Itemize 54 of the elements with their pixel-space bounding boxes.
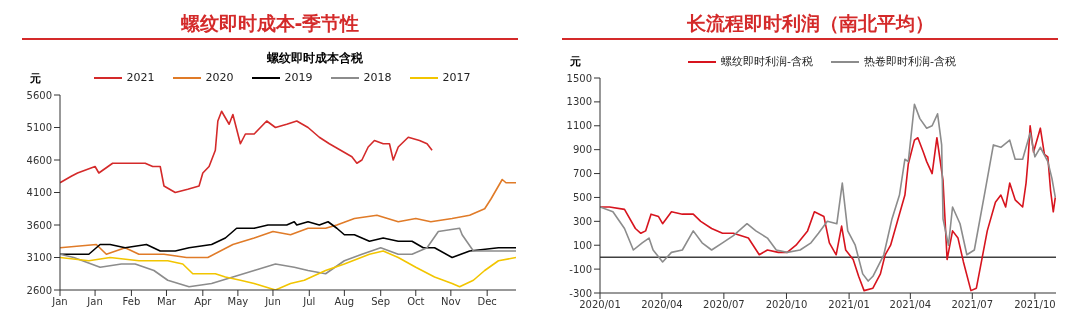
x-tick-label: Oct (407, 296, 425, 308)
y-tick-label: 300 (572, 215, 592, 227)
x-tick-label: 2020/01 (579, 299, 621, 311)
x-tick-label: Feb (122, 296, 141, 308)
y-tick-label: 5100 (26, 122, 52, 134)
y-tick-label: 5600 (26, 89, 52, 101)
x-tick-label: Aug (334, 296, 355, 308)
legend-label: 2018 (363, 71, 392, 84)
x-tick-label: 2021/01 (828, 299, 870, 311)
y-tick-label: -100 (569, 263, 592, 275)
y-tick-label: 100 (572, 239, 592, 251)
y-tick-label: 1300 (566, 96, 592, 108)
legend-label: 螺纹即时利润-含税 (721, 54, 813, 69)
x-tick-label: May (227, 296, 249, 308)
y-tick-label: 700 (572, 168, 592, 180)
y-tick-label: 900 (572, 144, 592, 156)
y-tick-label: 4600 (26, 154, 52, 166)
x-tick-label: 2020/10 (765, 299, 808, 311)
legend-label: 2019 (284, 71, 313, 84)
y-axis-title: 元 (570, 54, 581, 69)
x-tick-label: 2021/07 (951, 299, 994, 311)
y-tick-label: 3600 (26, 219, 52, 231)
y-tick-label: 1100 (566, 120, 592, 132)
line-series (600, 103, 1056, 282)
chart-title: 螺纹即时成本-季节性 (22, 8, 518, 40)
x-tick-label: Apr (194, 296, 213, 308)
x-tick-label: Dec (477, 296, 497, 308)
y-tick-label: 3100 (26, 252, 52, 264)
line-series (60, 178, 516, 259)
y-tick-label: 2600 (26, 284, 52, 296)
x-tick-label: Sep (371, 296, 391, 308)
legend-label: 2020 (205, 71, 234, 84)
line-series (60, 220, 516, 259)
x-tick-label: Nov (441, 296, 461, 308)
x-tick-label: 2021/10 (1014, 299, 1056, 311)
x-tick-label: 2020/04 (641, 299, 683, 311)
chart-subtitle: 螺纹即时成本含税 (266, 50, 364, 67)
legend-label: 热卷即时利润-含税 (864, 54, 956, 69)
legend-label: 2021 (126, 71, 155, 84)
x-tick-label: 2021/04 (889, 299, 932, 311)
chart-title: 长流程即时利润（南北平均） (562, 8, 1058, 40)
legend-label: 2017 (442, 71, 471, 84)
x-tick-label: Jan (51, 296, 68, 308)
y-tick-label: 1500 (566, 72, 592, 84)
x-tick-label: Jun (264, 296, 281, 308)
line-series (60, 110, 433, 194)
y-tick-label: 500 (572, 191, 592, 203)
x-tick-label: 2020/07 (703, 299, 745, 311)
x-tick-label: Mar (157, 296, 177, 308)
y-axis-title: 元 (30, 71, 41, 86)
y-tick-label: 4100 (26, 187, 52, 199)
x-tick-label: Jan (86, 296, 103, 308)
y-tick-label: -300 (569, 287, 592, 299)
x-tick-label: Jul (302, 296, 316, 308)
